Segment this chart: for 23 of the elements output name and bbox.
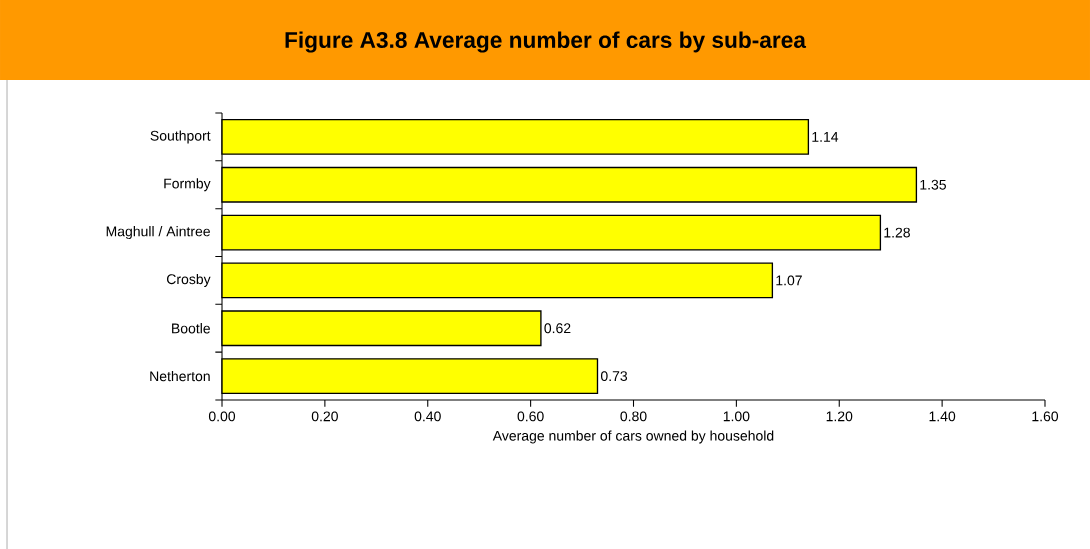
y-tick-label: Netherton [150,370,210,382]
x-tick-label: 0.20 [311,411,338,422]
data-label: 1.14 [812,132,839,142]
y-tick-label: Maghull / Aintree [106,226,210,240]
x-tick-label: 1.20 [826,411,853,422]
data-label: 1.28 [884,227,910,238]
x-axis-title: Average number of cars owned by household [492,430,774,444]
x-tick-label: 0.80 [620,411,647,422]
data-label: 1.07 [776,275,802,286]
data-label: 0.62 [544,323,571,334]
x-tick-label: 0.60 [517,411,544,422]
y-tick-label: Crosby [166,273,211,287]
data-label: 0.73 [600,371,628,382]
y-tick-label: Formby [164,178,211,192]
x-tick-label: 1.00 [723,411,750,422]
y-tick-label: Bootle [172,323,210,334]
y-tick-label: Southport [150,130,211,144]
x-tick-label: 0.40 [414,411,441,422]
x-tick-label: 1.60 [1032,411,1059,422]
x-tick-label: 1.40 [929,411,956,422]
x-tick-label: 0.00 [208,411,236,422]
chart-title: Figure A3.8 Average number of cars by sub-area [285,31,807,53]
data-label: 1.35 [920,179,946,190]
